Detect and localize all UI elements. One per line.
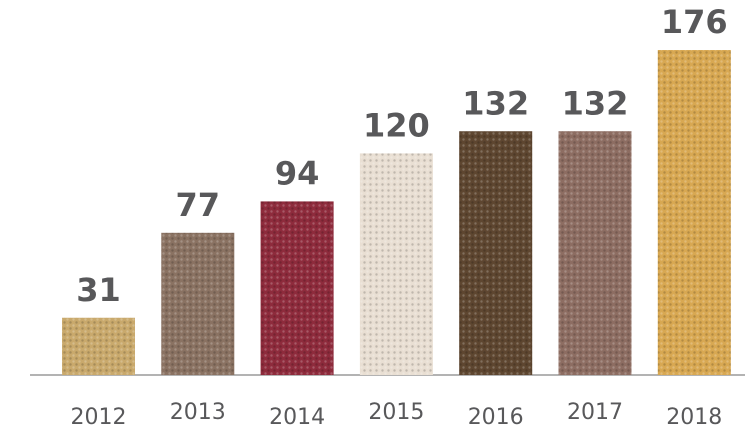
x-tick-label: 2017 (567, 400, 623, 425)
value-label: 77 (176, 186, 221, 224)
bar-texture (459, 131, 533, 375)
x-tick-label: 2015 (368, 400, 424, 425)
x-tick-label: 2013 (170, 400, 226, 425)
value-label: 132 (462, 84, 529, 122)
bar-texture (260, 201, 334, 375)
value-label: 176 (661, 3, 728, 41)
value-label: 31 (76, 271, 121, 309)
bar-texture (359, 153, 433, 375)
bar-texture (558, 131, 632, 375)
x-tick-label: 2014 (269, 405, 325, 430)
bar-texture (161, 232, 235, 375)
x-tick-label: 2016 (468, 405, 524, 430)
value-label: 120 (363, 106, 430, 144)
value-label: 94 (275, 154, 320, 192)
x-tick-label: 2012 (71, 405, 127, 430)
x-tick-label: 2018 (666, 405, 722, 430)
value-label: 132 (562, 84, 629, 122)
bar-texture (657, 50, 731, 375)
bar-texture (62, 317, 135, 375)
